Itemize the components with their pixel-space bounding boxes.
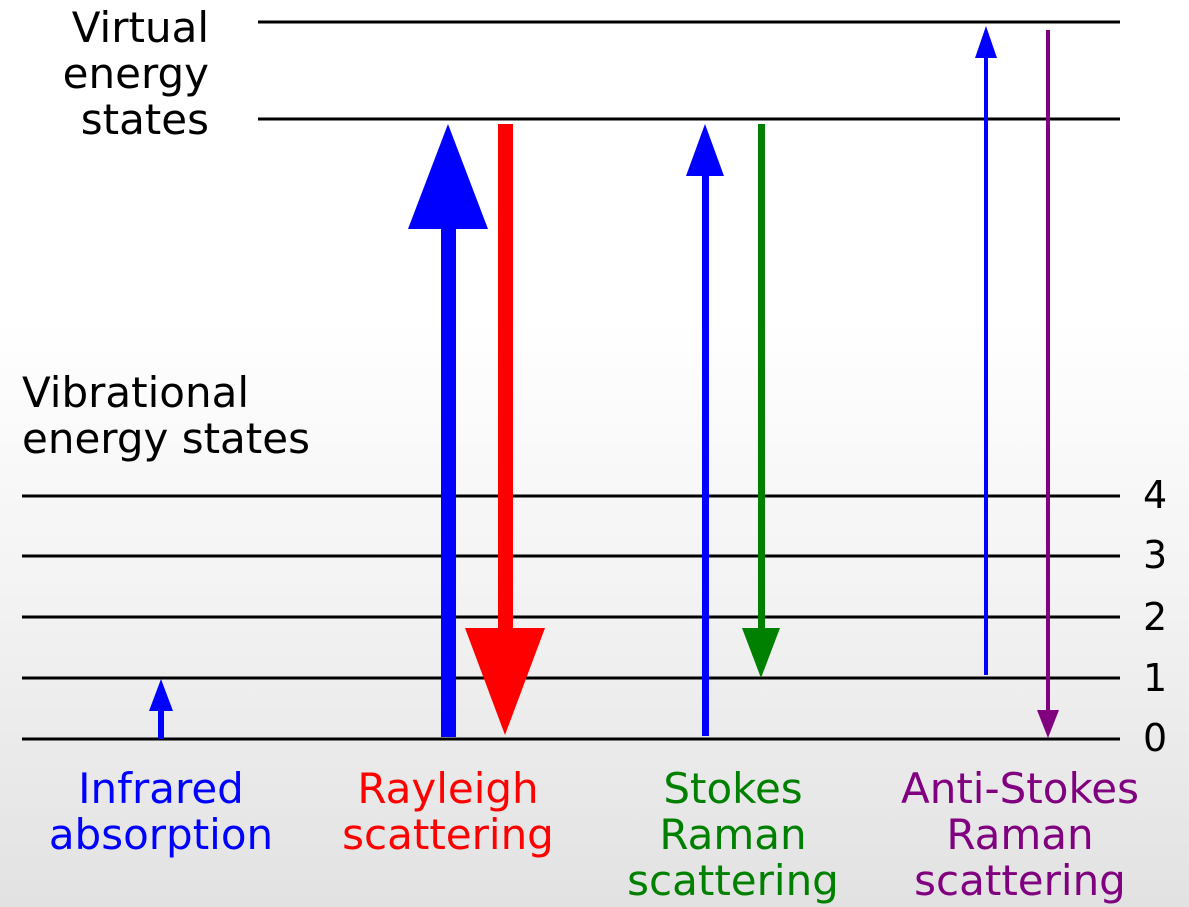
rayleigh-excitation-arrow xyxy=(408,124,488,737)
rayleigh-scattering-label: Rayleigh scattering xyxy=(318,766,578,858)
level-number-3: 3 xyxy=(1143,533,1168,577)
rayleigh-emission-arrow xyxy=(465,124,545,735)
vibrational-label-line-2: energy states xyxy=(22,414,310,463)
infrared-absorption-label: Infrared absorption xyxy=(22,766,300,858)
rayleigh-label-line-1: Rayleigh xyxy=(357,764,539,813)
virtual-label-line-1: Virtual xyxy=(71,3,209,52)
infrared-label-line-1: Infrared xyxy=(78,764,244,813)
vibrational-label-line-1: Vibrational xyxy=(22,368,250,417)
antistokes-label-line-3: scattering xyxy=(914,856,1126,905)
stokes-emission-arrow xyxy=(742,124,780,678)
vibrational-energy-states-label: Vibrational energy states xyxy=(22,370,310,462)
rayleigh-label-line-2: scattering xyxy=(342,810,554,859)
stokes-label-line-1: Stokes xyxy=(663,764,803,813)
level-number-4: 4 xyxy=(1143,473,1168,517)
level-number-0: 0 xyxy=(1143,716,1168,760)
virtual-label-line-2: energy xyxy=(62,49,209,98)
stokes-label-line-2: Raman xyxy=(659,810,807,859)
stokes-raman-scattering-label: Stokes Raman scattering xyxy=(600,766,866,904)
antistokes-excitation-arrow xyxy=(975,26,997,675)
virtual-energy-states-label: Virtual energy states xyxy=(63,5,209,143)
antistokes-label-line-1: Anti-Stokes xyxy=(900,764,1139,813)
antistokes-emission-arrow xyxy=(1037,30,1059,738)
stokes-label-line-3: scattering xyxy=(627,856,839,905)
level-number-1: 1 xyxy=(1143,656,1168,700)
stokes-excitation-arrow xyxy=(686,124,724,736)
antistokes-raman-scattering-label: Anti-Stokes Raman scattering xyxy=(880,766,1160,904)
infrared-absorption-arrow xyxy=(149,679,173,739)
infrared-label-line-2: absorption xyxy=(48,810,274,859)
level-number-2: 2 xyxy=(1143,595,1168,639)
virtual-label-line-3: states xyxy=(80,95,209,144)
antistokes-label-line-2: Raman xyxy=(946,810,1094,859)
